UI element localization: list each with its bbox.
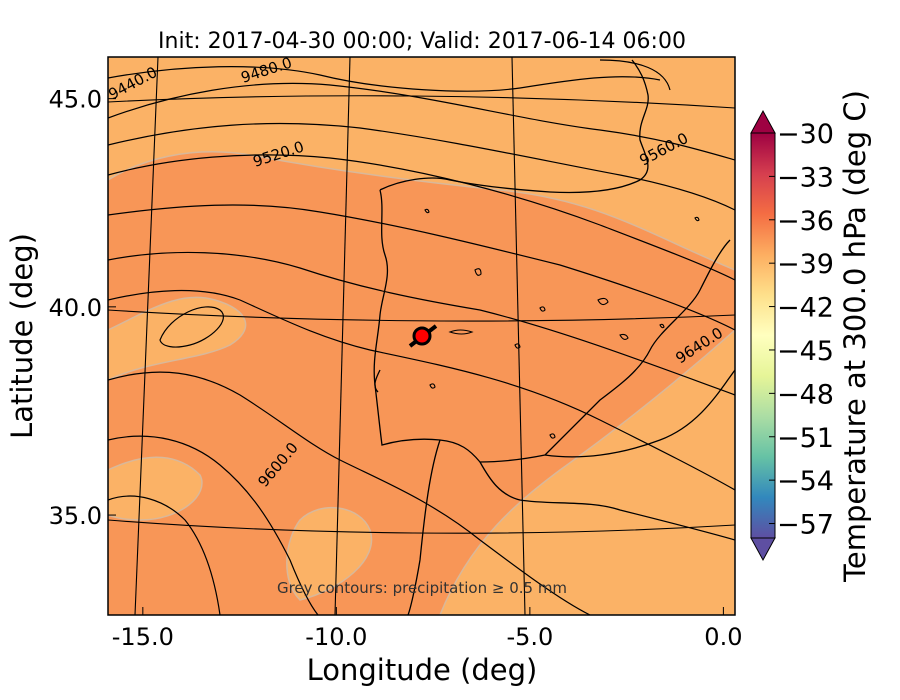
map-panel: 9440.0 9480.0 9520.0 9560.0 9600.0 9640.… <box>108 57 735 615</box>
colorbar-tick-label: −36 <box>777 206 834 237</box>
coast-strait <box>407 439 441 615</box>
colorbar-tick-label: −30 <box>777 119 834 150</box>
temperature-band-north <box>108 57 735 271</box>
colorbar-tick-label: −39 <box>777 249 834 280</box>
x-tick-label: -10.0 <box>305 623 367 651</box>
x-tick-label: 0.0 <box>704 623 742 651</box>
border-south <box>544 369 735 458</box>
colorbar-extend-bottom <box>750 537 776 562</box>
colorbar-tick-label: −54 <box>777 466 834 497</box>
colorbar-bar <box>750 132 776 539</box>
coast-north <box>379 59 649 194</box>
coast-iberia <box>373 189 731 463</box>
y-tick-label: 40.0 <box>49 294 102 322</box>
temperature-patch-southwest <box>108 456 203 521</box>
map-frame <box>107 56 736 616</box>
height-contours <box>108 59 735 615</box>
colorbar-extend-top <box>750 109 776 134</box>
meridian-5 <box>511 57 526 615</box>
coast-lisbon <box>374 369 381 393</box>
colorbar-tick-label: −57 <box>777 510 834 541</box>
y-axis-label: Latitude (deg) <box>5 233 39 439</box>
y-axis-ticks: 45.0 40.0 35.0 <box>49 86 116 530</box>
colorbar-tick-label: −48 <box>777 379 834 410</box>
location-marker <box>412 326 432 346</box>
temperature-band-southeast <box>439 328 735 615</box>
parallel-40 <box>108 309 735 322</box>
minor-contours <box>424 208 700 439</box>
colorbar: −30 −33 −36 −39 −42 −45 −48 −51 −54 −57 Temperatu… <box>750 90 872 583</box>
colorbar-tick-label: −45 <box>777 336 834 367</box>
colorbar-tick-label: −42 <box>777 293 834 324</box>
map-title: Init: 2017-04-30 00:00; Valid: 2017-06-1… <box>158 29 686 54</box>
meridian-10 <box>334 57 351 615</box>
colorbar-tick-label: −33 <box>777 162 834 193</box>
colorbar-label: Temperature at 300.0 hPa (deg C) <box>838 90 872 583</box>
x-axis-ticks: -15.0 -10.0 -5.0 0.0 <box>112 607 742 651</box>
x-axis-label: Longitude (deg) <box>307 653 538 687</box>
y-tick-label: 35.0 <box>49 502 102 530</box>
parallel-35 <box>108 519 735 534</box>
x-tick-label: -15.0 <box>112 623 174 651</box>
colorbar-ticks: −30 −33 −36 −39 −42 −45 −48 −51 −54 −57 <box>769 119 834 541</box>
temperature-patch-west <box>108 296 247 381</box>
y-tick-label: 45.0 <box>49 86 102 114</box>
x-tick-label: -5.0 <box>506 623 553 651</box>
coastlines <box>373 59 735 615</box>
precip-annotation: Grey contours: precipitation ≥ 0.5 mm <box>277 579 567 597</box>
coast-africa <box>479 461 735 541</box>
colorbar-tick-label: −51 <box>777 423 834 454</box>
